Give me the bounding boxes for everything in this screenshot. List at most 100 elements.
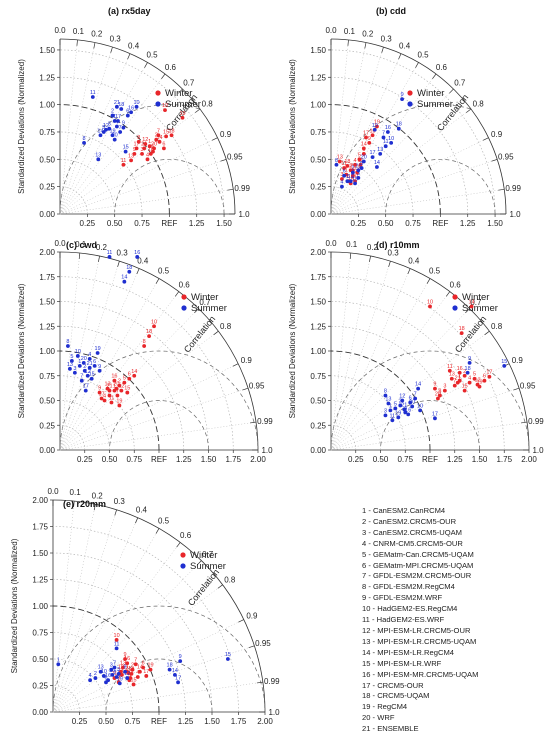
data-point-winter [364,135,368,140]
correlation-tick-label: 0.6 [450,280,462,289]
correlation-tick [136,268,140,275]
data-point-summer [396,415,401,420]
data-point-label: 21 [401,402,407,408]
correlation-tick [349,252,352,259]
y-axis-label: Standardized Deviations (Normalized) [17,283,26,418]
data-point-label: 3 [73,366,76,372]
stddev-arc [330,76,469,215]
data-point-summer [334,162,339,167]
correlation-ray [59,363,239,451]
data-point-summer [92,363,97,368]
data-point-summer [359,166,364,170]
x-tick-label: 0.25 [77,455,93,464]
y-tick-label: 1.75 [32,523,48,532]
correlation-tick-label: 0.6 [436,63,448,72]
data-point-label: 13 [337,155,343,161]
correlation-tick [388,261,391,267]
data-point-summer [413,396,418,401]
data-point-label: 14 [172,668,178,674]
data-point-summer [121,125,126,130]
correlation-tick [347,39,349,46]
legend-marker-winter [181,294,187,300]
data-point-winter [162,146,166,151]
correlation-ray [330,387,520,451]
correlation-tick-label: 0.95 [227,153,243,162]
data-point-summer [398,403,403,408]
correlation-tick [73,501,75,508]
correlation-tick [176,542,181,548]
model-entry: 9 - GFDL-ESM2M.WRF [362,593,443,603]
data-point-label: 3 [141,147,144,153]
data-point-label: 8 [384,389,387,395]
data-point-summer [72,370,77,375]
correlation-tick [232,363,239,367]
data-point-winter [442,388,447,393]
y-tick-label: 1.00 [310,347,326,356]
data-point-winter [119,388,124,393]
data-point-summer [69,359,74,363]
correlation-tick [161,73,166,80]
data-point-summer [110,113,115,118]
x-tick-label: 1.25 [447,455,463,464]
correlation-tick-label: 0.2 [96,243,108,252]
x-tick-label: 0.50 [98,717,114,726]
data-point-summer [77,363,82,368]
data-point-summer [356,176,361,180]
correlation-ray [52,619,244,713]
data-point-summer [104,127,108,132]
data-point-label: 9 [433,382,436,388]
x-tick-label: 2.00 [257,717,273,726]
correlation-tick-label: 0.0 [47,487,59,496]
data-point-label: 5 [102,125,105,131]
correlation-tick-label: 0.7 [183,79,195,88]
stddev-arc [52,685,80,713]
data-point-label: 15 [123,145,129,151]
taylor-panel-2: 0.0 0.1 0.2 0.3 0.4 0.5 0.6 0.7 0.8 0.9 0.95 0.99 1.… [288,6,521,228]
data-point-label: 10 [427,299,433,305]
correlation-tick [155,278,160,284]
y-tick-label: 0.25 [310,421,326,430]
data-point-winter [163,108,167,112]
correlation-tick [227,188,234,191]
data-point-winter [130,667,135,672]
data-point-summer [123,669,127,674]
data-point-label: 4 [103,394,106,400]
data-point-label: 11 [121,158,127,164]
data-point-label: 13 [128,153,134,159]
correlation-ray [330,261,391,451]
data-point-summer [101,674,106,678]
stddev-arc [59,301,209,451]
data-point-label: 14 [374,160,380,166]
data-point-label: 5 [473,372,476,378]
stddev-arc [330,325,456,451]
y-tick-label: 0.00 [39,446,55,455]
data-point-label: 18 [396,122,402,128]
data-point-summer [117,681,122,686]
correlation-tick [93,42,96,49]
y-tick-label: 1.50 [39,46,55,55]
data-point-winter [125,661,130,666]
y-tick-label: 0.25 [32,682,48,691]
data-point-winter [102,398,107,403]
data-point-winter [157,139,162,144]
data-point-label: 18 [167,663,173,669]
data-point-label: 4 [354,158,357,164]
data-point-summer [125,113,130,118]
x-tick-label: 0.50 [102,455,118,464]
data-point-label: 5 [123,376,126,382]
correlation-tick [445,291,451,297]
correlation-tick [93,504,96,511]
y-axis-label: Standardized Deviations (Normalized) [288,59,297,194]
legend-label-summer: Summer [190,561,226,572]
correlation-tick-label: 0.8 [473,100,485,109]
x-tick-label: 0.50 [373,455,389,464]
correlation-ray [59,278,160,451]
data-point-summer [173,673,177,677]
data-point-label: 1 [113,114,116,120]
data-point-label: 11 [114,641,120,647]
correlation-tick [465,108,472,113]
correlation-ray [330,46,384,215]
x-tick-label: 1.25 [189,219,205,228]
legend-marker-summer [180,563,186,569]
data-point-label: 15 [130,677,136,683]
